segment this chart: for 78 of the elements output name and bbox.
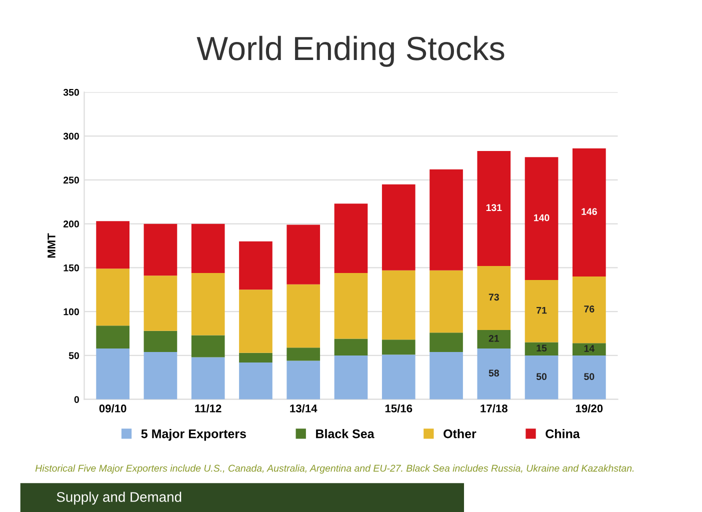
bar — [382, 184, 416, 270]
bar — [524, 157, 558, 280]
bar — [191, 272, 225, 336]
bar — [382, 354, 416, 400]
bar — [96, 326, 130, 348]
data-label: 15 — [536, 344, 547, 352]
x-tick-label: 09/10 — [99, 404, 126, 412]
bar — [430, 332, 463, 352]
text: Historical Five Major Exporters include U.S., Canada, Australia, Argentina and EU-27. Black Sea includes Russia, Ukraine and Kazakhstan. — [35, 464, 634, 474]
chart-title: World Ending Stocks — [196, 36, 504, 67]
bar — [572, 276, 606, 344]
bar — [239, 241, 272, 290]
data-label: 76 — [584, 306, 594, 312]
bar — [334, 338, 368, 356]
bar — [286, 284, 320, 348]
bar — [572, 343, 606, 356]
text: Supply and Demand — [56, 492, 182, 505]
bar — [286, 224, 320, 284]
x-tick-label: 13/14 — [290, 404, 318, 412]
bar — [144, 352, 178, 400]
y-tick-label: 250 — [63, 176, 79, 184]
bar — [239, 290, 272, 353]
x-tick-label: 17/18 — [480, 404, 508, 412]
bar — [239, 362, 272, 400]
bar — [572, 355, 606, 400]
bar — [524, 342, 558, 356]
bar — [430, 270, 463, 333]
y-tick-label: 300 — [63, 132, 79, 140]
x-tick-label: 19/20 — [576, 404, 603, 412]
y-tick-label: 50 — [68, 352, 79, 360]
bar — [477, 330, 511, 348]
bar — [382, 340, 416, 355]
bar — [572, 148, 606, 276]
bar — [430, 169, 463, 270]
y-tick-label: 0 — [74, 396, 79, 403]
bar — [334, 355, 368, 400]
data-label: 140 — [534, 214, 550, 222]
data-label: 131 — [486, 204, 502, 212]
bar — [96, 221, 130, 269]
bar — [191, 335, 225, 358]
data-label: 14 — [584, 345, 595, 352]
y-tick-label: 200 — [63, 220, 79, 228]
y-tick-label: 350 — [63, 88, 79, 96]
bar — [477, 150, 511, 266]
bar — [334, 204, 368, 273]
bar — [334, 272, 368, 339]
legend-label: 5 Major Exporters — [141, 429, 246, 441]
data-label: 73 — [488, 294, 499, 301]
y-tick-label: 150 — [64, 264, 79, 272]
bar — [239, 352, 272, 362]
bar — [382, 270, 416, 340]
bar — [144, 276, 178, 331]
data-label: 21 — [488, 334, 500, 342]
bar — [286, 360, 320, 400]
bar — [144, 224, 178, 276]
bar — [144, 330, 178, 352]
data-label: 146 — [582, 208, 597, 216]
bar — [286, 348, 320, 361]
bar — [477, 348, 511, 400]
legend-label: Black Sea — [316, 429, 374, 438]
y-tick-label: 100 — [64, 308, 79, 316]
bar — [191, 224, 225, 273]
bar — [430, 352, 463, 400]
bar — [191, 357, 225, 400]
data-label: 50 — [584, 373, 594, 380]
bar — [96, 348, 130, 400]
bar — [524, 280, 558, 342]
x-tick-label: 15/16 — [385, 404, 412, 412]
data-label: 71 — [536, 306, 547, 314]
legend-label: Other — [444, 429, 476, 438]
bar — [524, 355, 558, 400]
legend-label: China — [546, 429, 580, 438]
bar — [477, 266, 511, 330]
data-label: 50 — [536, 373, 547, 380]
y-axis-title: MMT — [48, 233, 56, 258]
bar — [96, 268, 130, 326]
data-label: 58 — [488, 370, 500, 377]
x-tick-label: 11/12 — [195, 404, 222, 412]
